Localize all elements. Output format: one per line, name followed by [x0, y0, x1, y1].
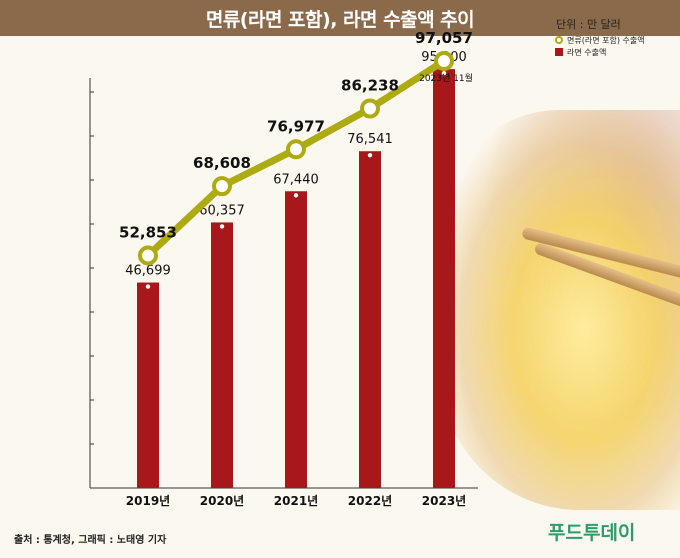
line-point [434, 50, 454, 71]
legend-line-marker-icon [555, 36, 563, 44]
bar-value-label: 60,357 [199, 203, 245, 218]
bar-top-dot [219, 224, 225, 229]
legend-bar-marker-icon [555, 48, 563, 56]
line-value-label: 86,238 [341, 77, 399, 95]
x-tick-label: 2021년 [274, 494, 318, 508]
title-bar: 면류(라면 포함), 라면 수출액 추이 [0, 0, 680, 36]
line-value-label: 97,057 [415, 29, 473, 47]
bar-value-label: 46,699 [125, 264, 171, 279]
x-tick-label: 2023년 [422, 494, 466, 508]
line-value-label: 52,853 [119, 223, 177, 241]
line-point [212, 176, 232, 197]
line-value-label: 68,608 [193, 154, 251, 172]
line-value-label: 76,977 [267, 117, 325, 135]
bar [285, 191, 307, 488]
bar [211, 222, 233, 488]
noodle-photo [440, 110, 680, 510]
line-point [286, 139, 306, 160]
legend-line-label: 면류(라면 포함) 수출액 [567, 35, 645, 45]
legend-item-line: 면류(라면 포함) 수출액 [555, 34, 645, 46]
bar [137, 282, 159, 488]
x-tick-label: 2020년 [200, 494, 244, 508]
bar-top-dot [293, 193, 299, 198]
legend-item-bar: 라면 수출액 [555, 46, 645, 58]
annotation-label: 2023년 11월 [419, 72, 473, 84]
legend-bar-label: 라면 수출액 [567, 47, 607, 57]
bar [433, 69, 455, 489]
bar-top-dot [367, 153, 373, 158]
bar-top-dot [145, 284, 151, 289]
x-tick-label: 2022년 [348, 494, 392, 508]
bar [359, 151, 381, 488]
unit-label: 단위 : 만 달러 [556, 18, 621, 31]
x-tick-label: 2019년 [126, 494, 170, 508]
chart-title: 면류(라면 포함), 라면 수출액 추이 [205, 8, 475, 31]
line-point [360, 98, 380, 119]
source-credit: 출처 : 통계청, 그래픽 : 노태영 기자 [14, 535, 167, 546]
bar-value-label: 76,541 [347, 132, 393, 147]
legend: 면류(라면 포함) 수출액 라면 수출액 [555, 34, 645, 58]
bar-top-dot [441, 70, 447, 76]
bar-value-label: 67,440 [273, 172, 319, 187]
line-point [138, 245, 158, 266]
publisher-logo: 푸드투데이 [548, 522, 636, 544]
